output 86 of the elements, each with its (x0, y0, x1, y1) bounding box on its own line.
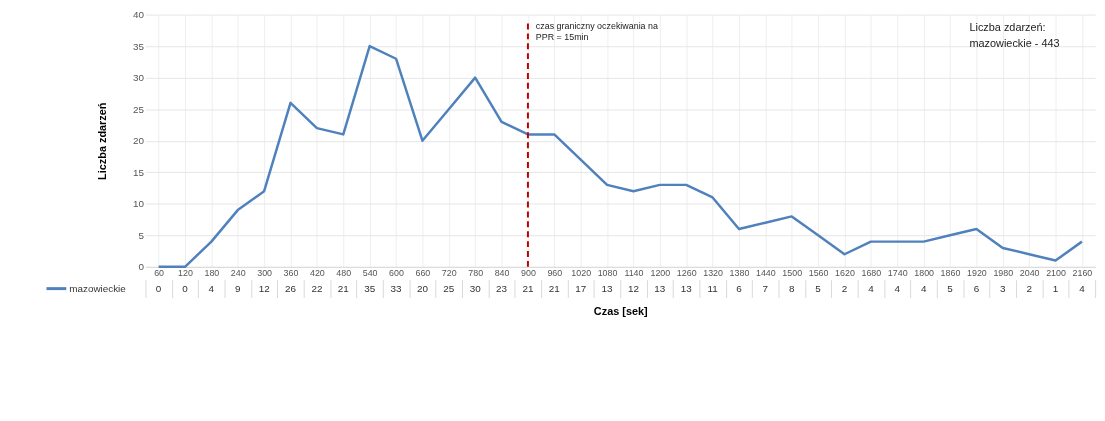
x-tick-label: 2040 (1019, 268, 1040, 279)
data-label: 21 (337, 282, 350, 294)
data-label: 8 (788, 282, 795, 294)
x-tick-label: 1260 (676, 268, 697, 279)
y-tick-label: 15 (132, 166, 145, 178)
y-tick-label: 5 (138, 229, 145, 241)
data-label: 22 (311, 282, 323, 294)
data-label: 25 (443, 282, 455, 294)
data-label: 13 (680, 282, 693, 294)
data-label: 5 (947, 282, 954, 294)
y-tick-label: 35 (132, 40, 145, 52)
data-label: 30 (469, 282, 482, 294)
data-label: 11 (707, 282, 719, 294)
x-tick-label: 1320 (703, 268, 724, 279)
x-tick-label: 1860 (940, 268, 961, 279)
x-axis-title: Czas [sek] (593, 304, 649, 317)
x-tick-label: 720 (441, 268, 457, 279)
data-label: 17 (575, 282, 587, 294)
x-tick-label: 1440 (755, 268, 776, 279)
y-tick-label: 0 (138, 261, 145, 273)
data-label: 6 (736, 282, 743, 294)
x-tick-label: 540 (362, 268, 378, 279)
x-tick-label: 840 (494, 268, 510, 279)
data-label: 3 (1000, 282, 1007, 294)
data-label: 0 (182, 282, 189, 294)
x-tick-label: 420 (309, 268, 325, 279)
x-tick-label: 2100 (1046, 268, 1066, 279)
x-tick-label: 960 (547, 268, 563, 279)
data-label: 0 (155, 282, 162, 294)
x-tick-label: 360 (283, 268, 299, 279)
data-label: 6 (973, 282, 980, 294)
data-label: 33 (390, 282, 403, 294)
y-tick-label: 30 (132, 72, 145, 84)
x-tick-label: 1080 (597, 268, 618, 279)
x-tick-label: 60 (154, 268, 165, 279)
y-tick-label: 40 (132, 9, 145, 21)
legend-label: mazowieckie (69, 282, 127, 294)
data-label: 26 (285, 282, 297, 294)
y-tick-label: 20 (132, 135, 145, 147)
data-label: 2 (841, 282, 848, 294)
data-label: 13 (654, 282, 666, 294)
x-tick-label: 1800 (914, 268, 935, 279)
x-tick-label: 1740 (887, 268, 908, 279)
x-tick-label: 240 (230, 268, 246, 279)
x-tick-label: 1500 (782, 268, 803, 279)
x-tick-label: 1560 (808, 268, 829, 279)
y-axis-title: Liczba zdarzeń (96, 102, 109, 180)
data-label: 21 (522, 282, 534, 294)
data-label: 2 (1026, 282, 1032, 294)
data-label: 12 (258, 282, 270, 294)
x-tick-label: 480 (336, 268, 352, 279)
data-label: 9 (235, 282, 241, 294)
x-tick-label: 780 (468, 268, 484, 279)
data-label: 4 (868, 282, 875, 294)
x-tick-label: 900 (521, 268, 536, 279)
ref-line-label: czas graniczny oczekiwania na PPR = 15min (535, 21, 658, 42)
x-tick-label: 1200 (650, 268, 671, 279)
data-label: 23 (496, 282, 508, 294)
data-label: 20 (416, 282, 429, 294)
annotation: Liczba zdarzeń: mazowieckie - 443 (969, 21, 1060, 50)
x-tick-label: 120 (178, 268, 193, 279)
x-tick-label: 600 (389, 268, 404, 279)
x-tick-label: 1140 (624, 268, 644, 279)
x-tick-label: 1020 (571, 268, 592, 279)
y-tick-label: 10 (132, 198, 145, 210)
data-label: 4 (920, 282, 927, 294)
x-tick-label: 1920 (967, 268, 987, 279)
x-tick-label: 1620 (835, 268, 855, 279)
y-tick-label: 25 (132, 103, 145, 115)
data-label: 7 (762, 282, 769, 294)
x-tick-label: 1380 (729, 268, 750, 279)
x-tick-label: 2160 (1072, 268, 1093, 279)
data-label: 13 (601, 282, 614, 294)
x-tick-label: 1680 (861, 268, 882, 279)
x-tick-label: 180 (204, 268, 220, 279)
x-tick-label: 300 (257, 268, 273, 279)
data-label: 1 (1052, 282, 1059, 294)
data-label: 4 (894, 282, 901, 294)
x-tick-label: 1980 (993, 268, 1014, 279)
x-tick-label: 660 (415, 268, 431, 279)
data-label: 5 (815, 282, 822, 294)
data-label: 21 (548, 282, 561, 294)
data-label: 4 (208, 282, 215, 294)
data-label: 12 (627, 282, 639, 294)
data-label: 4 (1079, 282, 1086, 294)
data-label: 35 (364, 282, 376, 294)
